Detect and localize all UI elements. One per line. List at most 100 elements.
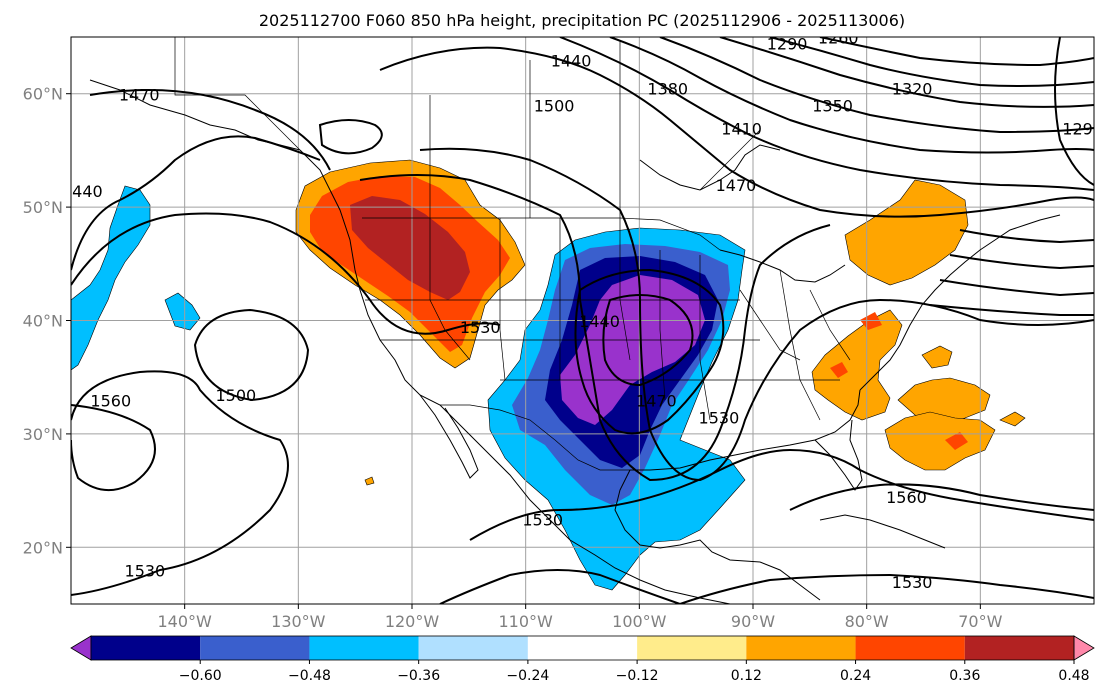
contour-1440-north	[379, 46, 1094, 218]
colorbar-segment-6	[637, 636, 747, 660]
shade-east-orange1	[844, 179, 969, 286]
contour-label: 1470	[636, 392, 677, 411]
shade-gulf-small	[364, 476, 375, 486]
colorbar-tick-label: −0.36	[397, 668, 440, 684]
contour-label: 1500	[215, 386, 256, 405]
contour-east-lines	[929, 229, 1094, 316]
colorbar-segment-5	[527, 636, 638, 660]
border-states3	[739, 269, 851, 421]
contour-label: 1530	[460, 318, 501, 337]
map-area: 1440 1470 1530 1530 1530 1530 1530 1560 1560 1500…	[62, 29, 1103, 604]
contour-labels: 1440 1470 1530 1530 1530 1530 1530 1560 1560 1500…	[62, 29, 1103, 592]
shade-east-red2	[945, 432, 968, 450]
contour-label-text: 1440	[62, 182, 103, 201]
contour-1440-low	[602, 294, 694, 387]
shade-east-orange5	[921, 345, 953, 369]
contour-label-text: 1530	[522, 511, 563, 530]
contour-1560-southwest	[439, 569, 681, 604]
lon-tick-label: 80°W	[845, 612, 889, 631]
contour-label-text: 1470	[636, 392, 677, 411]
shade-east-red	[830, 362, 848, 378]
colorbar-tick-label: 0.48	[1058, 668, 1089, 684]
colorbar-segment-4	[418, 636, 528, 660]
contour-label-text: 1530	[125, 562, 166, 581]
shade-east-orange2	[811, 309, 903, 421]
colorbar-segment-3	[309, 636, 419, 660]
contour-label: 1260	[818, 29, 859, 48]
coast-cuba	[819, 514, 946, 549]
contour-label-text: 1500	[534, 97, 575, 116]
contour-label-text: 1260	[818, 29, 859, 48]
contour-label: 1320	[892, 80, 933, 99]
contour-1350-north	[659, 37, 1094, 134]
contour-label: 1560	[886, 488, 927, 507]
contour-label-text: 1560	[886, 488, 927, 507]
colorbar-segment-1	[91, 636, 201, 660]
border-states2	[365, 299, 840, 381]
contour-label: 1500	[534, 97, 575, 116]
shade-east-orange6	[999, 411, 1026, 427]
coast-mexico-gulf	[614, 469, 761, 563]
contour-label-text: 1410	[721, 119, 762, 138]
contour-label: 1440	[579, 312, 620, 331]
contour-label-text: 1320	[892, 80, 933, 99]
contour-1440-west	[71, 135, 321, 271]
colorbar-segment-2	[200, 636, 310, 660]
coast-greatlakes	[719, 249, 846, 283]
colorbar-tick-label: 0.24	[840, 668, 871, 684]
contour-label-text: 1530	[892, 573, 933, 592]
lat-tick-label: 50°N	[23, 198, 63, 217]
lon-tick-label: 140°W	[157, 612, 212, 631]
contour-1530-pacific	[71, 370, 289, 596]
longitude-tick-labels: 140°W 130°W 120°W 110°W 100°W 90°W 80°W 70°W	[157, 604, 1003, 631]
contour-1530-bottom	[679, 573, 1094, 604]
contour-label: 1530	[522, 511, 563, 530]
contour-1530-south	[469, 448, 1094, 541]
contour-1260-north	[819, 37, 1094, 67]
coast-baja	[419, 394, 479, 479]
lon-tick-label: 100°W	[612, 612, 667, 631]
contour-label-text: 1560	[90, 392, 131, 411]
contour-label-text: 1440	[579, 312, 620, 331]
colorbar-segment-7	[746, 636, 856, 660]
shade-nw-darkred	[350, 196, 470, 300]
contour-1560-south	[789, 483, 1094, 511]
shade-east-orange4	[884, 411, 996, 471]
contour-label-text: 1530	[460, 318, 501, 337]
map-title: 2025112700 F060 850 hPa height, precipit…	[259, 11, 905, 30]
colorbar-tick-label: −0.24	[506, 668, 549, 684]
lon-tick-label: 70°W	[958, 612, 1002, 631]
contour-label-text: 1380	[647, 80, 688, 99]
shade-pacific-blue	[71, 185, 151, 371]
lat-tick-label: 20°N	[23, 538, 63, 557]
lon-tick-label: 110°W	[498, 612, 553, 631]
contour-1500-pacific	[71, 212, 501, 335]
colorbar-tick-label: −0.48	[288, 668, 331, 684]
contour-east-ridge	[1054, 37, 1094, 186]
lat-tick-label: 60°N	[23, 85, 63, 104]
lon-tick-label: 130°W	[271, 612, 326, 631]
contour-label: 1380	[647, 80, 688, 99]
height-contours	[71, 37, 1094, 604]
coast-gulf	[630, 389, 861, 471]
colorbar-extend-high	[1073, 635, 1095, 661]
contour-label: 1530	[892, 573, 933, 592]
political-borders	[174, 37, 851, 471]
contour-label-text: 1500	[215, 386, 256, 405]
contour-1500-low	[359, 174, 831, 482]
contour-label-text: 1290	[767, 34, 808, 53]
colorbar-tick-label: 0.36	[949, 668, 980, 684]
colorbar-segment-8	[855, 636, 965, 660]
contour-label: 1470	[119, 85, 160, 104]
contour-label-text: 1530	[699, 409, 740, 428]
contour-label-text: 1470	[716, 176, 757, 195]
contour-1410-north	[559, 37, 1094, 191]
contour-label: 1440	[551, 51, 592, 70]
contour-label-text: 1290	[1062, 119, 1103, 138]
colorbar: −0.60 −0.48 −0.36 −0.24 −0.12 0.12 0.24 0.36 0.4…	[70, 635, 1095, 684]
contour-label-text: 1440	[551, 51, 592, 70]
contour-1560-pacific	[71, 404, 156, 492]
contour-label: 1440	[62, 182, 103, 201]
colorbar-tick-label: −0.60	[179, 668, 222, 684]
